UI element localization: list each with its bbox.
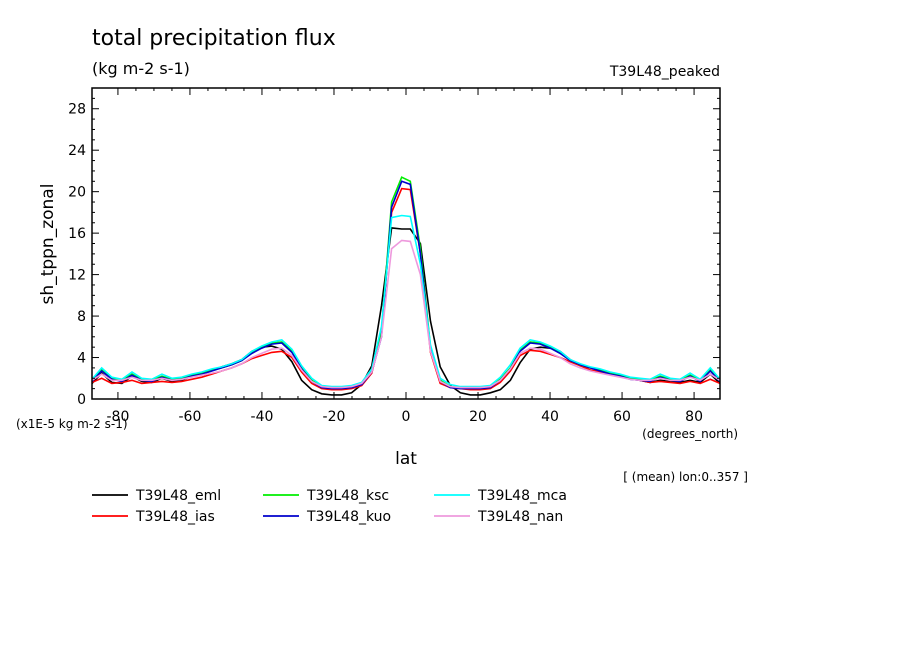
y-tick-label: 12: [68, 268, 86, 284]
series-line-T39L48_nan: [91, 239, 721, 389]
legend-label: T39L48_ias: [135, 509, 215, 525]
series-line-T39L48_ksc: [91, 176, 721, 389]
legend-label: T39L48_nan: [477, 509, 563, 525]
x-tick-label: -60: [179, 409, 202, 425]
y-axis-label: sh_tppn_zonal: [38, 184, 58, 305]
legend-label: T39L48_mca: [477, 488, 567, 504]
legend: T39L48_eml T39L48_ias T39L48_ksc T39L48_kuo…: [92, 488, 567, 525]
x-tick-label: 60: [613, 409, 631, 425]
legend-label: T39L48_ksc: [306, 488, 389, 504]
tick-layer: 0 4 8 12 16 20 24 28 -80 -60 -40 -20 0 20 40 60 80: [68, 87, 720, 425]
x-units-label: (degrees_north): [642, 427, 738, 441]
y-tick-label: 8: [77, 309, 86, 325]
x-tick-label: 80: [685, 409, 703, 425]
y-tick-label: 4: [77, 351, 86, 367]
y-scale-note: (x1E-5 kg m-2 s-1): [16, 417, 128, 431]
x-tick-label: -40: [251, 409, 274, 425]
y-tick-label: 20: [68, 185, 86, 201]
y-tick-label: 0: [77, 392, 86, 408]
series-layer: [91, 176, 721, 396]
x-tick-label: 0: [402, 409, 411, 425]
chart-subtitle: (kg m-2 s-1): [92, 59, 190, 78]
footnote: [ (mean) lon:0..357 ]: [623, 470, 748, 484]
x-axis-label: lat: [395, 449, 417, 469]
experiment-label: T39L48_peaked: [609, 64, 720, 80]
series-line-T39L48_mca: [91, 214, 721, 388]
legend-label: T39L48_eml: [135, 488, 221, 504]
x-tick-label: 40: [541, 409, 559, 425]
x-tick-label: -20: [323, 409, 346, 425]
y-tick-label: 24: [68, 143, 86, 159]
y-tick-label: 28: [68, 102, 86, 118]
chart-title: total precipitation flux: [92, 26, 336, 51]
series-line-T39L48_kuo: [91, 180, 721, 390]
x-tick-label: 20: [469, 409, 487, 425]
y-tick-label: 16: [68, 226, 86, 242]
x-tick-label: -80: [106, 409, 129, 425]
legend-label: T39L48_kuo: [306, 509, 391, 525]
